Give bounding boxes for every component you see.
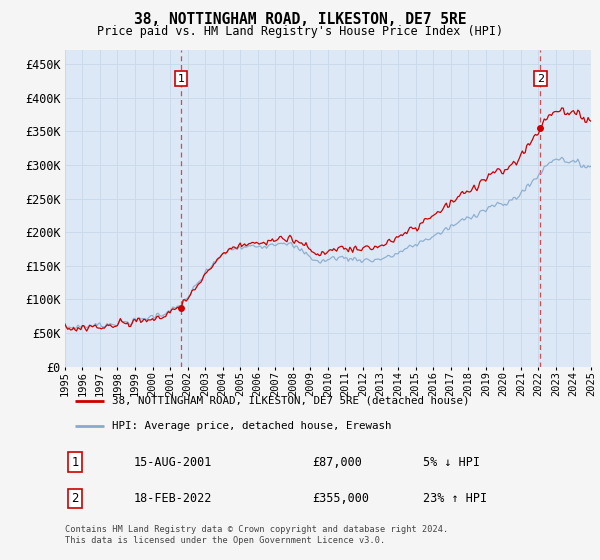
Text: 38, NOTTINGHAM ROAD, ILKESTON, DE7 5RE (detached house): 38, NOTTINGHAM ROAD, ILKESTON, DE7 5RE (… (112, 396, 470, 406)
Text: 1: 1 (71, 455, 79, 469)
Text: 38, NOTTINGHAM ROAD, ILKESTON, DE7 5RE: 38, NOTTINGHAM ROAD, ILKESTON, DE7 5RE (134, 12, 466, 27)
Text: 2: 2 (71, 492, 79, 505)
Text: 5% ↓ HPI: 5% ↓ HPI (422, 455, 479, 469)
Text: 18-FEB-2022: 18-FEB-2022 (133, 492, 212, 505)
Text: £87,000: £87,000 (312, 455, 362, 469)
Text: 23% ↑ HPI: 23% ↑ HPI (422, 492, 487, 505)
Text: Price paid vs. HM Land Registry's House Price Index (HPI): Price paid vs. HM Land Registry's House … (97, 25, 503, 38)
Text: 15-AUG-2001: 15-AUG-2001 (133, 455, 212, 469)
Text: 1: 1 (178, 74, 184, 83)
Text: £355,000: £355,000 (312, 492, 369, 505)
Text: Contains HM Land Registry data © Crown copyright and database right 2024.
This d: Contains HM Land Registry data © Crown c… (65, 525, 448, 545)
Text: HPI: Average price, detached house, Erewash: HPI: Average price, detached house, Erew… (112, 421, 392, 431)
Text: 2: 2 (537, 74, 544, 83)
